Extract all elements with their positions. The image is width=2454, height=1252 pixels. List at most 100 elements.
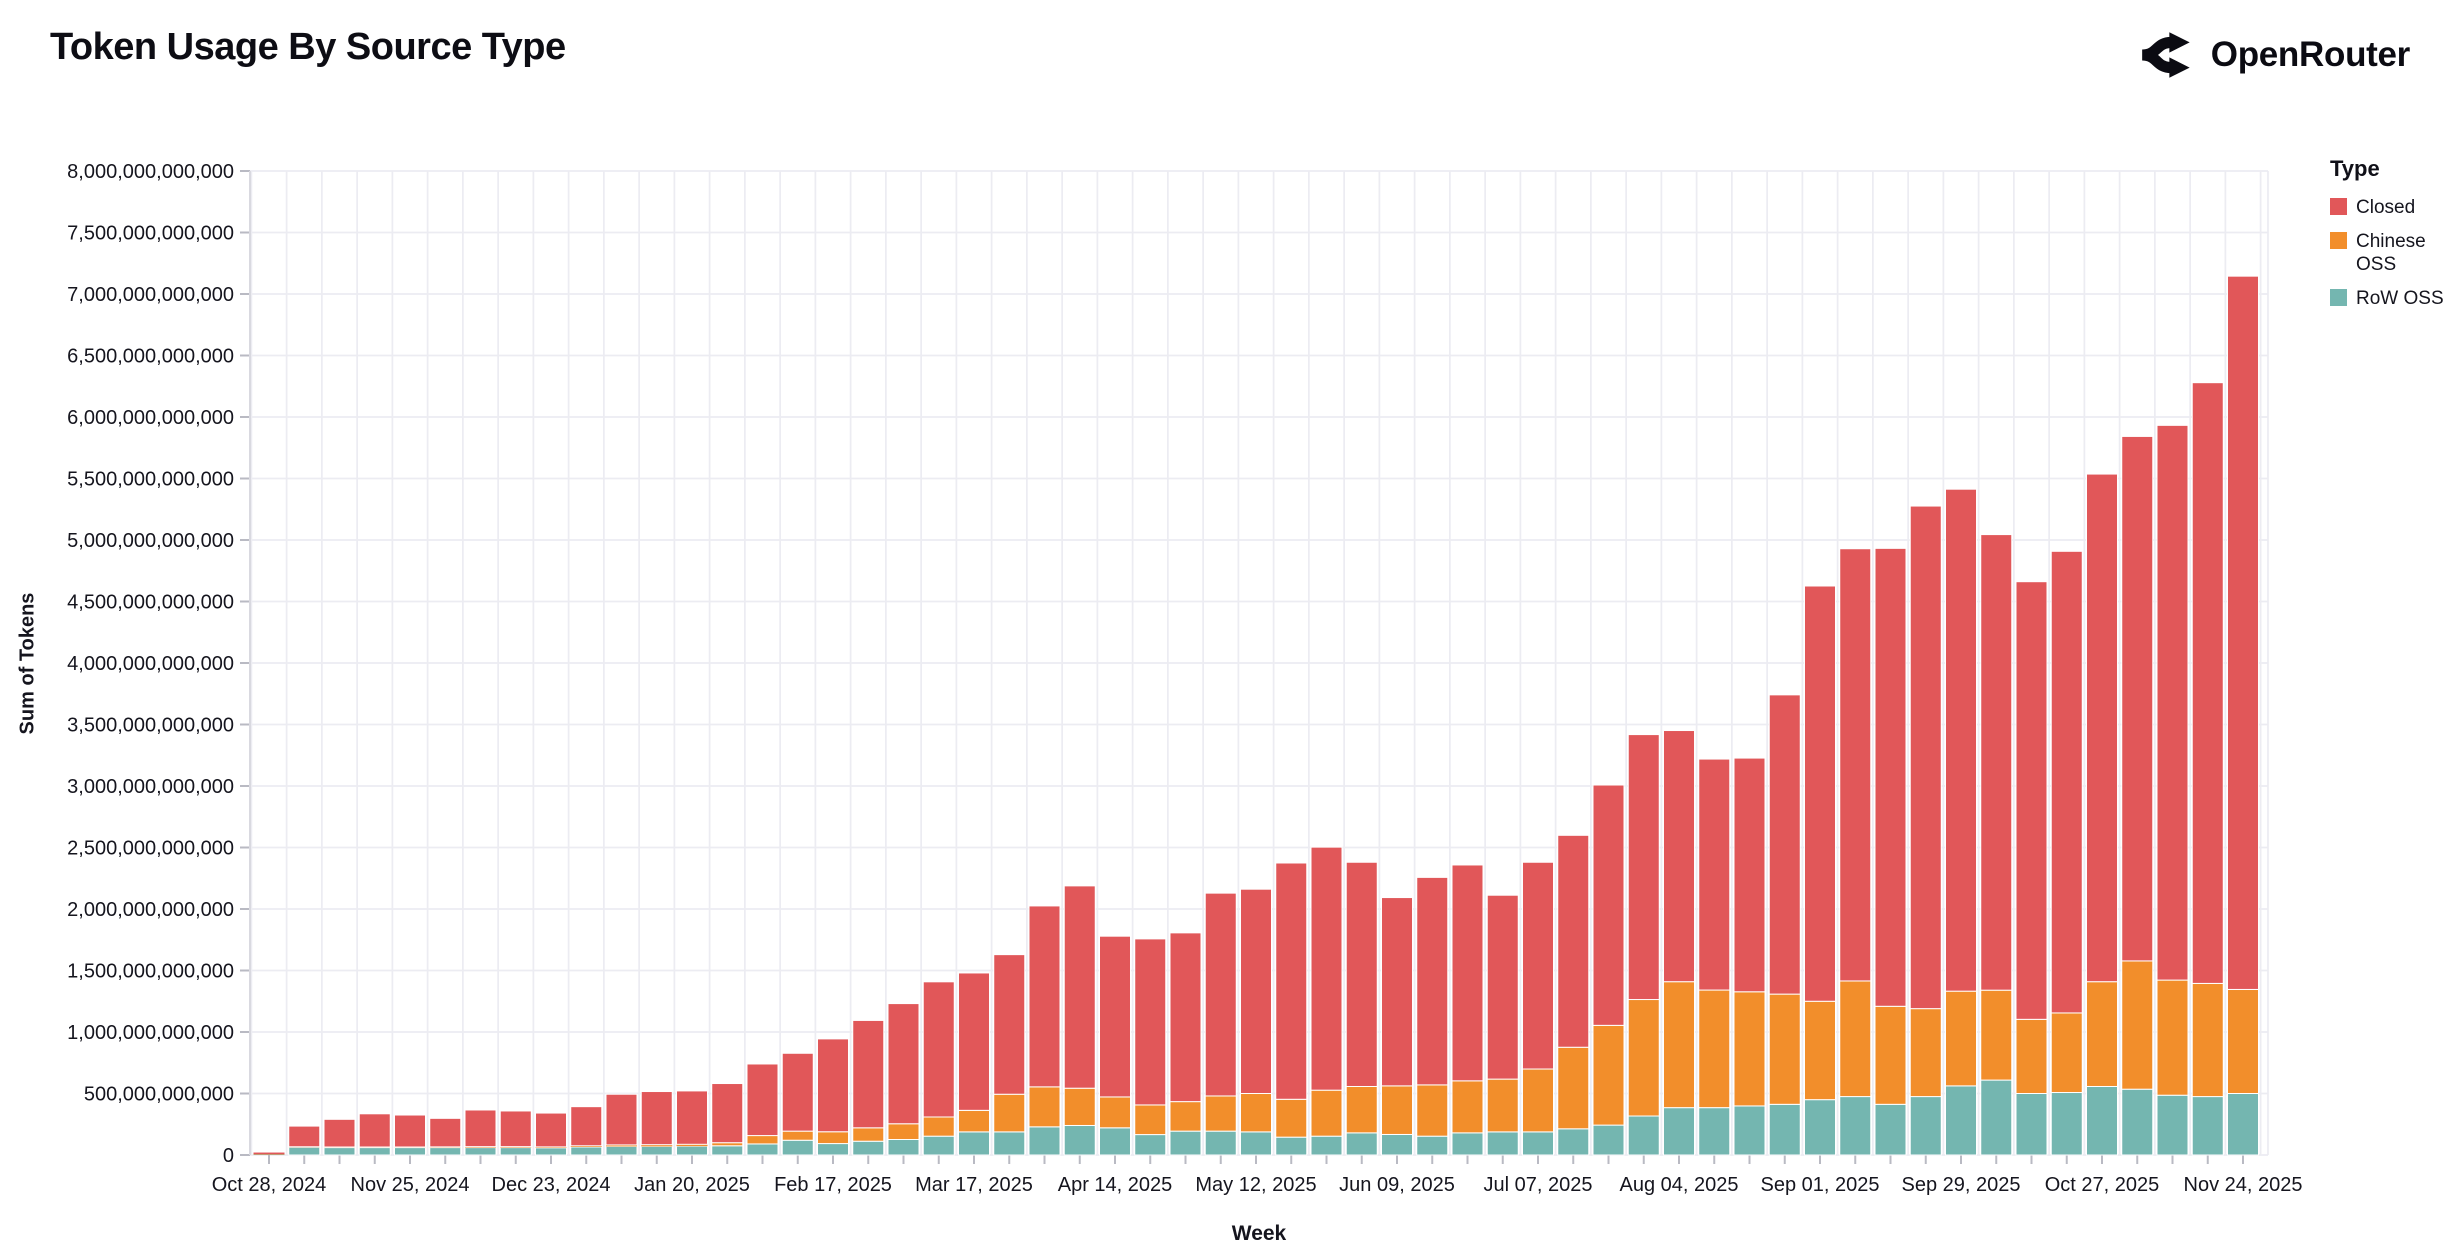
bar-segment-row-oss[interactable]	[1486, 1131, 1519, 1156]
bar-segment-closed[interactable]	[1839, 548, 1872, 982]
bar-segment-chinese-oss[interactable]	[1204, 1095, 1237, 1132]
bar-segment-row-oss[interactable]	[394, 1147, 426, 1156]
bar-segment-closed[interactable]	[781, 1052, 814, 1132]
bar-segment-row-oss[interactable]	[676, 1145, 708, 1156]
bar-segment-row-oss[interactable]	[605, 1145, 638, 1156]
bar-segment-closed[interactable]	[429, 1117, 462, 1148]
bar-segment-chinese-oss[interactable]	[2015, 1018, 2048, 1094]
bar-segment-closed[interactable]	[1627, 734, 1660, 1001]
bar-segment-closed[interactable]	[1522, 861, 1554, 1070]
bar-segment-row-oss[interactable]	[288, 1146, 321, 1156]
bar-segment-row-oss[interactable]	[1240, 1131, 1272, 1156]
bar-segment-row-oss[interactable]	[1980, 1079, 2013, 1156]
bar-segment-row-oss[interactable]	[323, 1147, 356, 1156]
bar-segment-closed[interactable]	[2015, 581, 2048, 1020]
bar-segment-row-oss[interactable]	[2156, 1094, 2189, 1156]
bar-segment-row-oss[interactable]	[2086, 1085, 2118, 1156]
bar-segment-chinese-oss[interactable]	[641, 1144, 673, 1147]
bar-segment-chinese-oss[interactable]	[2156, 979, 2189, 1096]
bar-segment-row-oss[interactable]	[1028, 1126, 1061, 1156]
bar-segment-closed[interactable]	[1204, 892, 1237, 1097]
bar-segment-chinese-oss[interactable]	[1909, 1008, 1942, 1098]
bar-segment-row-oss[interactable]	[746, 1143, 779, 1156]
bar-segment-row-oss[interactable]	[1663, 1107, 1695, 1156]
bar-segment-closed[interactable]	[1416, 876, 1449, 1086]
bar-segment-row-oss[interactable]	[2227, 1093, 2259, 1156]
bar-segment-chinese-oss[interactable]	[852, 1127, 885, 1142]
bar-segment-chinese-oss[interactable]	[253, 1154, 285, 1155]
bar-segment-row-oss[interactable]	[1804, 1099, 1836, 1156]
bar-segment-closed[interactable]	[993, 954, 1026, 1095]
bar-segment-closed[interactable]	[1028, 905, 1061, 1088]
bar-segment-chinese-oss[interactable]	[1804, 1000, 1836, 1101]
bar-segment-chinese-oss[interactable]	[2121, 960, 2154, 1090]
bar-segment-closed[interactable]	[1663, 730, 1695, 983]
bar-segment-row-oss[interactable]	[253, 1154, 285, 1155]
bar-segment-closed[interactable]	[1099, 935, 1131, 1098]
bar-segment-row-oss[interactable]	[958, 1131, 990, 1156]
bar-segment-row-oss[interactable]	[817, 1143, 849, 1156]
bar-segment-row-oss[interactable]	[2191, 1096, 2224, 1156]
bar-segment-row-oss[interactable]	[1874, 1103, 1907, 1156]
bar-segment-chinese-oss[interactable]	[781, 1130, 814, 1141]
bar-segment-row-oss[interactable]	[887, 1139, 920, 1156]
bar-segment-closed[interactable]	[499, 1110, 532, 1148]
bar-segment-row-oss[interactable]	[1275, 1136, 1308, 1156]
bar-segment-closed[interactable]	[852, 1019, 885, 1129]
bar-segment-chinese-oss[interactable]	[1310, 1089, 1343, 1137]
bar-segment-closed[interactable]	[605, 1093, 638, 1146]
bar-segment-closed[interactable]	[535, 1112, 567, 1148]
bar-segment-closed[interactable]	[2191, 382, 2224, 984]
bar-segment-chinese-oss[interactable]	[2191, 982, 2224, 1098]
bar-segment-chinese-oss[interactable]	[1240, 1093, 1272, 1133]
bar-segment-chinese-oss[interactable]	[1381, 1085, 1413, 1135]
bar-segment-row-oss[interactable]	[1345, 1132, 1378, 1156]
bar-segment-closed[interactable]	[1240, 888, 1272, 1095]
bar-segment-row-oss[interactable]	[1169, 1130, 1202, 1156]
bar-segment-row-oss[interactable]	[1768, 1103, 1801, 1156]
bar-segment-closed[interactable]	[2227, 275, 2259, 990]
bar-segment-closed[interactable]	[1698, 758, 1731, 991]
bar-segment-closed[interactable]	[394, 1114, 426, 1148]
bar-segment-row-oss[interactable]	[1310, 1135, 1343, 1156]
bar-segment-chinese-oss[interactable]	[1134, 1104, 1167, 1136]
bar-segment-closed[interactable]	[1804, 585, 1836, 1002]
bar-segment-closed[interactable]	[358, 1113, 391, 1148]
bar-segment-chinese-oss[interactable]	[1522, 1068, 1554, 1133]
bar-segment-closed[interactable]	[958, 972, 990, 1111]
bar-segment-closed[interactable]	[1486, 894, 1519, 1080]
bar-segment-chinese-oss[interactable]	[2227, 988, 2259, 1095]
bar-segment-closed[interactable]	[1381, 897, 1413, 1087]
bar-segment-closed[interactable]	[640, 1091, 673, 1146]
bar-segment-row-oss[interactable]	[499, 1147, 532, 1156]
bar-segment-closed[interactable]	[1980, 534, 2013, 991]
bar-segment-chinese-oss[interactable]	[1768, 993, 1801, 1105]
legend-item-closed[interactable]: Closed	[2330, 196, 2448, 219]
bar-segment-row-oss[interactable]	[1063, 1124, 1096, 1156]
bar-segment-chinese-oss[interactable]	[606, 1144, 637, 1147]
bar-segment-chinese-oss[interactable]	[1592, 1024, 1625, 1126]
bar-segment-row-oss[interactable]	[640, 1145, 673, 1156]
bar-segment-row-oss[interactable]	[2121, 1088, 2154, 1156]
bar-segment-closed[interactable]	[464, 1109, 497, 1148]
bar-segment-chinese-oss[interactable]	[1416, 1084, 1449, 1137]
bar-segment-closed[interactable]	[1063, 885, 1096, 1089]
bar-segment-chinese-oss[interactable]	[1451, 1080, 1484, 1134]
bar-segment-closed[interactable]	[1169, 932, 1202, 1103]
bar-segment-row-oss[interactable]	[570, 1146, 603, 1156]
bar-segment-chinese-oss[interactable]	[1486, 1078, 1519, 1133]
bar-segment-row-oss[interactable]	[1592, 1124, 1625, 1156]
bar-segment-row-oss[interactable]	[535, 1147, 567, 1156]
bar-segment-chinese-oss[interactable]	[1099, 1096, 1131, 1129]
bar-segment-closed[interactable]	[711, 1083, 744, 1144]
bar-segment-closed[interactable]	[676, 1090, 708, 1145]
bar-segment-chinese-oss[interactable]	[2050, 1012, 2083, 1094]
bar-segment-row-oss[interactable]	[1557, 1128, 1590, 1156]
bar-segment-row-oss[interactable]	[1204, 1130, 1237, 1156]
bar-segment-row-oss[interactable]	[1698, 1107, 1731, 1156]
bar-segment-closed[interactable]	[570, 1106, 603, 1147]
bar-segment-chinese-oss[interactable]	[958, 1109, 990, 1133]
bar-segment-chinese-oss[interactable]	[1275, 1098, 1308, 1138]
bar-segment-row-oss[interactable]	[2015, 1093, 2048, 1156]
bar-segment-chinese-oss[interactable]	[1874, 1005, 1907, 1105]
